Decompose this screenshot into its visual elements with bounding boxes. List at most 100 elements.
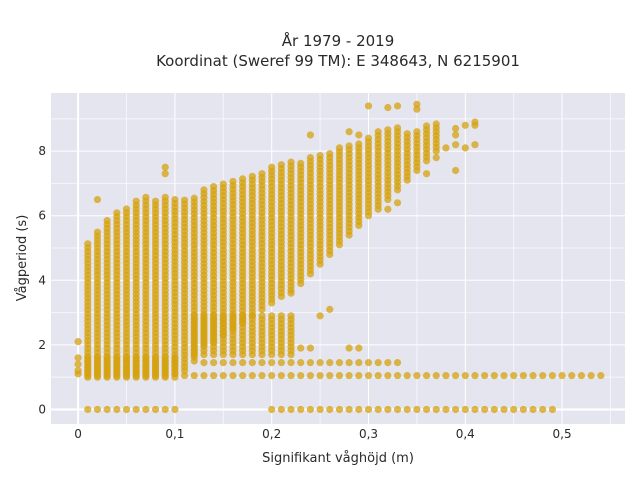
data-point <box>422 122 431 130</box>
data-point <box>364 371 373 380</box>
data-point <box>229 312 237 320</box>
data-point <box>481 371 489 380</box>
data-point <box>442 405 450 414</box>
data-point <box>297 405 305 414</box>
y-tick-label: 0 <box>38 402 46 416</box>
data-point <box>393 199 402 207</box>
data-point <box>103 216 111 225</box>
y-tick-label: 2 <box>38 338 46 352</box>
data-point <box>171 195 179 204</box>
data-point <box>335 144 344 152</box>
data-point <box>519 405 527 414</box>
data-point <box>180 371 189 380</box>
chart-subtitle: Koordinat (Sweref 99 TM): E 348643, N 62… <box>156 52 520 70</box>
data-point <box>393 124 402 132</box>
data-point <box>210 312 218 320</box>
x-tick-label: 0 <box>74 427 82 441</box>
data-point <box>161 163 169 171</box>
data-point <box>277 161 285 169</box>
data-point <box>277 359 285 367</box>
data-point <box>403 130 411 138</box>
data-point <box>171 354 179 362</box>
data-point <box>180 196 189 204</box>
data-point <box>84 405 92 414</box>
data-point <box>326 405 334 414</box>
chart-title: År 1979 - 2019 <box>282 31 395 50</box>
data-point <box>452 131 460 139</box>
data-point <box>432 371 440 380</box>
data-point <box>74 367 82 375</box>
data-point <box>258 170 266 178</box>
data-point <box>316 405 324 414</box>
data-point <box>74 354 82 362</box>
data-point <box>403 371 411 380</box>
data-point <box>471 405 479 414</box>
data-point <box>374 405 382 414</box>
data-point <box>287 158 295 166</box>
data-point <box>142 354 150 362</box>
y-axis-label: Vågperiod (s) <box>15 215 30 302</box>
data-point <box>219 359 227 367</box>
data-point <box>84 354 92 362</box>
data-point <box>364 405 373 414</box>
data-point <box>316 152 324 160</box>
data-point <box>510 405 518 414</box>
data-point <box>577 371 586 380</box>
data-point <box>326 359 334 367</box>
data-point <box>364 102 373 110</box>
data-point <box>316 312 324 320</box>
data-point <box>461 121 469 129</box>
data-point <box>239 312 247 320</box>
data-point <box>132 405 140 414</box>
data-point <box>326 150 334 158</box>
data-point <box>239 359 247 367</box>
data-point <box>413 371 421 380</box>
data-point <box>132 354 140 362</box>
data-point <box>200 312 208 320</box>
data-point <box>287 405 295 414</box>
data-point <box>306 131 315 139</box>
data-point <box>151 405 160 414</box>
data-point <box>384 359 392 367</box>
data-point <box>432 153 440 162</box>
data-point <box>490 371 498 380</box>
data-point <box>113 405 121 414</box>
data-point <box>219 180 227 188</box>
data-point <box>297 371 305 380</box>
data-point <box>335 371 344 380</box>
data-point <box>277 312 285 320</box>
data-point <box>335 405 344 414</box>
x-tick-label: 0,5 <box>553 427 572 441</box>
data-point <box>413 105 421 113</box>
data-point <box>200 186 208 194</box>
data-point <box>326 305 334 313</box>
x-tick-label: 0,4 <box>456 427 475 441</box>
data-point <box>471 141 479 149</box>
data-point <box>200 359 208 367</box>
data-point <box>384 103 392 112</box>
data-point <box>103 405 111 414</box>
data-point <box>432 120 440 128</box>
data-point <box>442 144 450 152</box>
data-point <box>374 128 382 136</box>
data-point <box>190 194 198 202</box>
data-point <box>268 371 276 380</box>
data-point <box>422 371 431 380</box>
data-point <box>113 209 121 217</box>
data-point <box>297 159 305 167</box>
data-point <box>432 405 440 414</box>
data-point <box>384 126 392 134</box>
y-tick-label: 6 <box>38 209 46 223</box>
data-point <box>529 371 537 380</box>
data-point <box>161 193 169 201</box>
data-point <box>355 371 363 380</box>
data-point <box>258 371 266 380</box>
data-point <box>422 170 431 178</box>
data-point <box>297 359 305 367</box>
data-point <box>287 312 295 320</box>
data-point <box>500 405 508 414</box>
data-point <box>122 205 131 213</box>
data-point <box>500 371 508 380</box>
data-point <box>103 354 111 362</box>
data-point <box>93 354 102 362</box>
